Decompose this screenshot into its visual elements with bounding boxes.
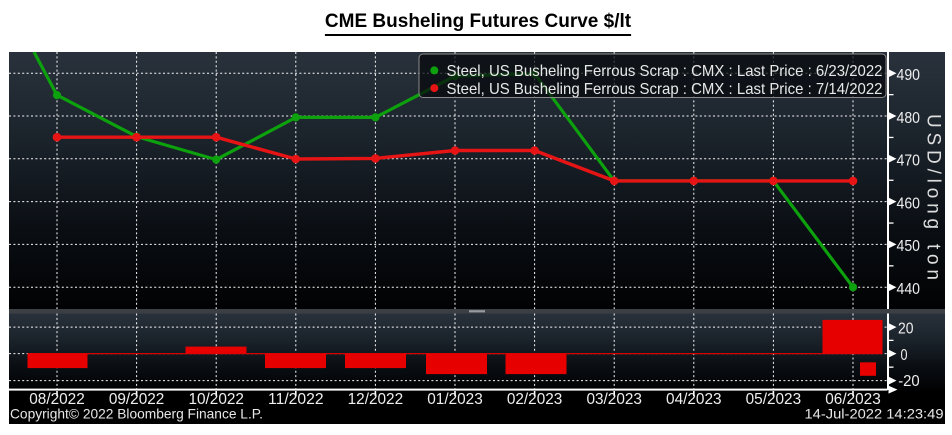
svg-text:Steel, US Busheling Ferrous Sc: Steel, US Busheling Ferrous Scrap : CMX … (447, 63, 883, 80)
svg-text:-20: -20 (898, 373, 920, 390)
svg-text:11/2022: 11/2022 (268, 391, 324, 408)
svg-text:03/2023: 03/2023 (586, 391, 642, 408)
svg-text:12/2022: 12/2022 (348, 391, 404, 408)
svg-text:08/2022: 08/2022 (29, 391, 85, 408)
svg-text:Copyright© 2022 Bloomberg Fina: Copyright© 2022 Bloomberg Finance L.P. (10, 406, 263, 422)
svg-text:01/2023: 01/2023 (427, 391, 483, 408)
svg-text:470: 470 (897, 153, 921, 170)
svg-text:14-Jul-2022 14:23:49: 14-Jul-2022 14:23:49 (805, 406, 944, 422)
svg-text:460: 460 (897, 195, 921, 212)
svg-text:USD/long ton: USD/long ton (923, 114, 944, 280)
svg-text:20: 20 (898, 320, 914, 337)
svg-text:440: 440 (897, 281, 921, 298)
svg-text:02/2023: 02/2023 (507, 391, 563, 408)
svg-text:06/2023: 06/2023 (825, 391, 881, 408)
svg-text:Steel, US Busheling Ferrous Sc: Steel, US Busheling Ferrous Scrap : CMX … (447, 81, 883, 98)
svg-text:450: 450 (897, 238, 921, 255)
svg-text:04/2023: 04/2023 (666, 391, 722, 408)
svg-text:480: 480 (897, 110, 921, 127)
svg-text:10/2022: 10/2022 (188, 391, 244, 408)
svg-text:09/2022: 09/2022 (109, 391, 165, 408)
svg-text:490: 490 (897, 67, 921, 84)
svg-text:0: 0 (901, 347, 908, 364)
svg-text:05/2023: 05/2023 (746, 391, 802, 408)
